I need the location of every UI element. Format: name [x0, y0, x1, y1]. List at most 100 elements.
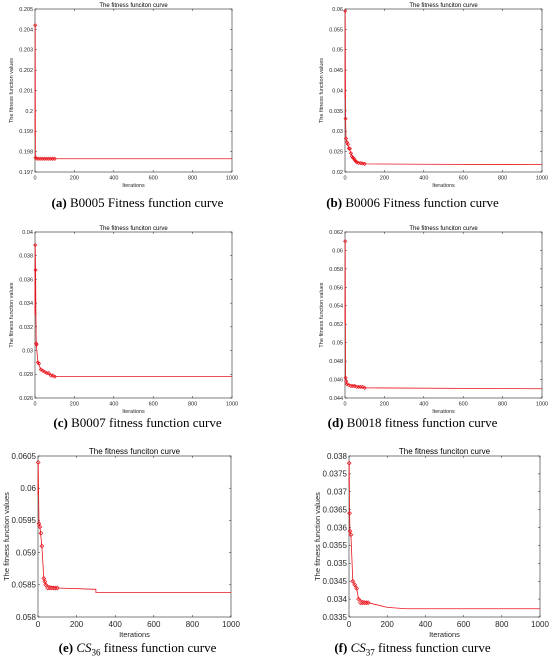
y-axis-label: The fitness function values	[9, 58, 15, 123]
data-point-marker	[362, 161, 367, 166]
x-tick-label: 400	[419, 402, 428, 408]
chart-title: The fitness funciton curve	[399, 447, 491, 456]
data-point-marker	[345, 142, 351, 147]
x-tick-label: 600	[459, 402, 468, 408]
plot-area	[344, 8, 543, 173]
y-tick-label: 0.054	[329, 304, 343, 310]
x-tick-label: 200	[380, 176, 389, 182]
x-tick-label: 0	[343, 402, 346, 408]
y-tick-label: 0.035	[329, 109, 343, 115]
y-tick-label: 0.202	[19, 68, 33, 74]
x-tick-label: 400	[109, 620, 123, 629]
x-tick-label: 600	[459, 176, 468, 182]
y-tick-label: 0.03	[332, 129, 343, 135]
x-tick-label: 800	[498, 402, 507, 408]
fitness-series-line	[348, 463, 540, 610]
y-tick-label: 0.025	[329, 150, 343, 156]
data-point-marker	[344, 382, 350, 387]
x-tick-label: 1000	[536, 402, 548, 408]
x-tick-label: 0	[33, 402, 36, 408]
data-point-marker	[365, 600, 371, 606]
data-point-marker	[356, 596, 361, 602]
data-point-marker	[347, 528, 353, 534]
x-tick-label: 400	[109, 176, 118, 182]
x-tick-label: 600	[457, 620, 471, 629]
chart-panel: 0 200 400 600 800 1000 0.026 0.028 0.03 0.032 0.03…	[0, 220, 275, 440]
y-tick-label: 0.0595	[12, 516, 37, 525]
data-point-marker	[350, 578, 356, 584]
chart-title: The fitness funciton curve	[409, 3, 478, 9]
x-axis-label: Iterations	[432, 183, 455, 189]
y-tick-label: 0.045	[329, 68, 343, 74]
y-tick-label: 0.0355	[323, 541, 348, 550]
y-axis-label: The fitness function values	[319, 58, 325, 123]
y-tick-label: 0.04	[22, 230, 33, 236]
data-point-marker	[38, 367, 44, 372]
x-tick-label: 0	[343, 176, 346, 182]
y-tick-label: 0.034	[19, 301, 33, 307]
chart-panel: 0 200 400 600 800 1000 0.044 0.046 0.048 0.05 0.05…	[275, 220, 550, 440]
fitness-chart: 0 200 400 600 800 1000 0.0335 0.034 0.0345 0.035 0…	[313, 447, 549, 639]
data-point-marker	[358, 600, 363, 606]
data-point-marker	[40, 368, 45, 373]
data-point-marker	[35, 460, 41, 465]
y-tick-label: 0.062	[329, 230, 343, 236]
y-axis-label: The fitness function values	[2, 492, 11, 581]
data-point-marker	[34, 341, 39, 346]
y-axis-label: The fitness function values	[319, 282, 325, 347]
x-tick-label: 0	[33, 176, 36, 182]
data-point-marker	[354, 160, 359, 165]
caption-cs-subscript: 36	[91, 647, 101, 658]
x-tick-label: 200	[70, 402, 79, 408]
y-tick-label: 0.059	[16, 548, 37, 557]
x-tick-label: 800	[186, 620, 200, 629]
data-point-marker	[347, 510, 352, 516]
caption-cs-subscript: 37	[365, 647, 375, 658]
caption-letter: (c)	[53, 415, 68, 430]
y-tick-label: 0.058	[16, 613, 37, 622]
y-tick-label: 0.028	[19, 372, 33, 378]
fitness-series-line	[344, 241, 543, 390]
plot-area	[344, 231, 543, 399]
data-point-marker	[361, 600, 367, 606]
y-tick-label: 0.02	[332, 170, 343, 176]
fitness-chart: 0 200 400 600 800 1000 0.026 0.028 0.03 0.032 0.03…	[9, 226, 238, 415]
chart-title: The fitness funciton curve	[409, 226, 478, 232]
data-point-marker	[49, 585, 54, 591]
data-point-marker	[352, 383, 357, 389]
subfigure-caption: (f) CS37 fitness function curve	[275, 640, 550, 658]
x-tick-label: 800	[188, 176, 197, 182]
y-tick-label: 0.0345	[323, 577, 348, 586]
x-tick-label: 200	[381, 620, 395, 629]
data-point-marker	[347, 146, 353, 151]
plot-area	[34, 231, 233, 399]
data-point-marker	[42, 369, 47, 375]
y-tick-label: 0.06	[20, 484, 36, 493]
y-tick-label: 0.034	[327, 595, 348, 604]
chart-panel: 0 200 400 600 800 1000 0.058 0.0585 0.059 0.0595 0…	[0, 440, 275, 661]
y-tick-label: 0.05	[332, 341, 343, 347]
y-tick-label: 0.0335	[323, 613, 348, 622]
data-point-marker	[37, 524, 43, 530]
x-tick-label: 800	[495, 620, 509, 629]
x-axis-label: Iterations	[432, 409, 455, 415]
y-tick-label: 0.03	[22, 348, 33, 354]
y-tick-label: 0.0365	[323, 505, 348, 514]
data-point-marker	[36, 361, 42, 366]
data-point-marker	[354, 585, 360, 591]
data-point-marker	[352, 582, 358, 588]
y-tick-label: 0.199	[19, 129, 33, 135]
subfigure-caption: (e) CS36 fitness function curve	[0, 640, 275, 658]
data-point-marker	[343, 116, 348, 121]
x-axis-label: Iterations	[122, 183, 145, 189]
subfigure-caption: (c) B0007 fitness function curve	[0, 415, 275, 431]
fitness-chart: 0 200 400 600 800 1000 0.02 0.025 0.03 0.035 0.04 0…	[319, 3, 548, 189]
caption-text: B0018 fitness function curve	[343, 415, 498, 430]
y-tick-label: 0.201	[19, 88, 33, 94]
y-tick-label: 0.052	[329, 322, 343, 328]
chart-title: The fitness funciton curve	[99, 226, 168, 232]
data-point-marker	[38, 530, 44, 536]
data-point-marker	[45, 585, 51, 591]
y-tick-label: 0.038	[19, 254, 33, 260]
chart-title: The fitness funciton curve	[89, 447, 181, 456]
